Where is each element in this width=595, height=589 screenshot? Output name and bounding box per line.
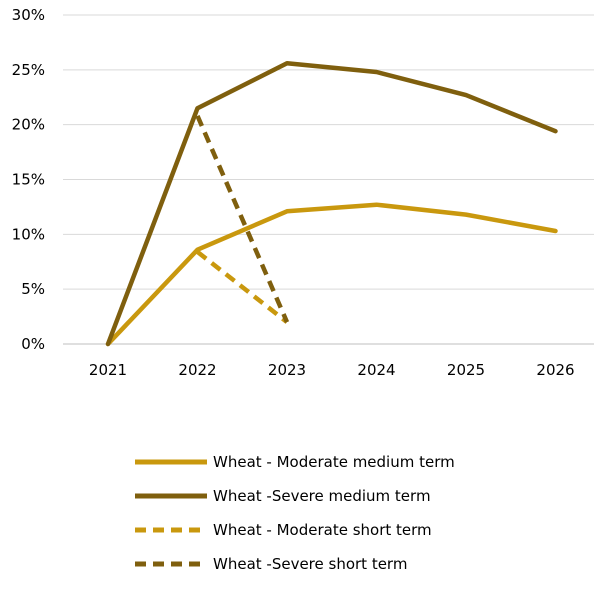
series-line-4 (195, 115, 290, 323)
x-tick-label: 2021 (89, 361, 127, 379)
series-line-2 (105, 61, 558, 347)
series-line-3 (196, 250, 289, 324)
legend-label-4: Wheat -Severe short term (213, 555, 407, 573)
y-tick-label: 25% (12, 61, 45, 79)
x-tick-label: 2024 (357, 361, 395, 379)
y-tick-label: 0% (21, 335, 45, 353)
gridlines (63, 14, 594, 345)
legend-label-1: Wheat - Moderate medium term (213, 453, 455, 471)
y-tick-label: 15% (12, 171, 45, 189)
x-tick-label: 2022 (178, 361, 216, 379)
x-tick-label: 2026 (536, 361, 574, 379)
series-lines (105, 61, 558, 347)
x-tick-label: 2025 (447, 361, 485, 379)
legend-label-2: Wheat -Severe medium term (213, 487, 431, 505)
y-tick-label: 10% (12, 225, 45, 243)
legend-label-3: Wheat - Moderate short term (213, 521, 432, 539)
y-axis-tick-labels: 0% 5% 10% 15% 20% 25% 30% (12, 6, 45, 353)
y-tick-label: 30% (12, 6, 45, 24)
x-tick-label: 2023 (268, 361, 306, 379)
series-line-1 (105, 202, 558, 347)
y-tick-label: 5% (21, 280, 45, 298)
y-tick-label: 20% (12, 116, 45, 134)
legend: Wheat - Moderate medium term Wheat -Sever… (135, 453, 455, 573)
x-axis-tick-labels: 2021 2022 2023 2024 2025 2026 (89, 361, 575, 379)
